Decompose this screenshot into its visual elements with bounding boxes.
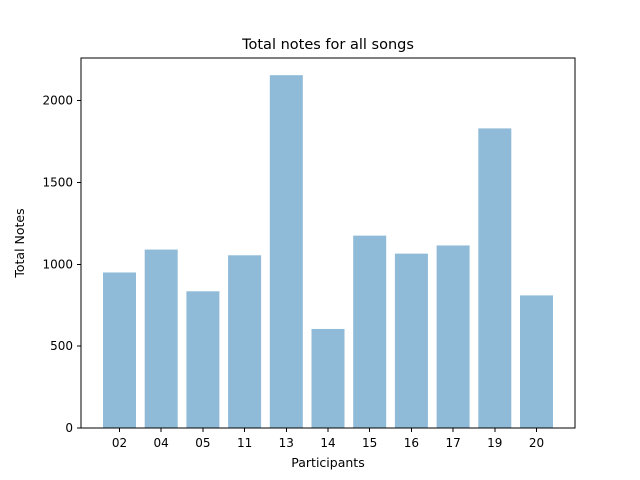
bar-15 xyxy=(353,235,387,428)
bar-04 xyxy=(144,249,178,428)
x-tick-label-17: 17 xyxy=(445,436,460,450)
bar-17 xyxy=(436,245,470,428)
bar-19 xyxy=(478,128,512,428)
x-tick-label-11: 11 xyxy=(237,436,252,450)
x-tick-label-19: 19 xyxy=(487,436,502,450)
plot-frame xyxy=(80,57,576,429)
bar-20 xyxy=(520,295,553,428)
x-tick-label-13: 13 xyxy=(279,436,294,450)
y-tick-label-1000: 1000 xyxy=(42,257,73,271)
bar-16 xyxy=(394,253,428,428)
x-axis-label: Participants xyxy=(291,455,364,470)
x-tick-label-15: 15 xyxy=(362,436,377,450)
x-tick-label-02: 02 xyxy=(112,436,127,450)
y-tick-label-0: 0 xyxy=(65,421,73,435)
y-tick-label-500: 500 xyxy=(50,339,73,353)
x-axis-ticks: 02 04 05 11 13 14 15 16 17 19 20 xyxy=(112,428,544,450)
y-axis-label: Total Notes xyxy=(12,208,27,278)
y-tick-label-1500: 1500 xyxy=(42,175,73,189)
y-tick-label-2000: 2000 xyxy=(42,94,73,108)
y-axis-ticks: 0 500 1000 1500 2000 xyxy=(42,94,81,435)
x-tick-label-14: 14 xyxy=(320,436,335,450)
chart-title: Total notes for all songs xyxy=(241,37,414,53)
x-tick-label-04: 04 xyxy=(154,436,169,450)
x-tick-label-05: 05 xyxy=(195,436,210,450)
bar-05 xyxy=(186,291,220,428)
bar-02 xyxy=(103,272,136,428)
x-tick-label-16: 16 xyxy=(404,436,419,450)
bar-13 xyxy=(269,75,303,428)
bars-layer xyxy=(103,75,553,428)
x-tick-label-20: 20 xyxy=(529,436,544,450)
bar-11 xyxy=(228,255,262,428)
bar-14 xyxy=(311,328,345,428)
